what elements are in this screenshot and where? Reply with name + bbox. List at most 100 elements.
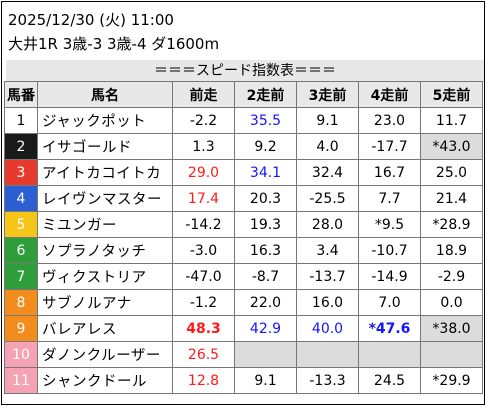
speed-index-cell: 20.3 xyxy=(234,185,297,212)
col-header-5back: 5走前 xyxy=(420,81,483,108)
table-row: 5 ミユンガー -14.2 19.3 28.0 *9.5 *28.9 xyxy=(4,211,483,238)
speed-index-cell: -14.2 xyxy=(172,211,235,238)
col-header-number: 馬番 xyxy=(4,81,38,108)
speed-index-cell: 11.7 xyxy=(420,107,483,134)
speed-index-cell: 7.7 xyxy=(358,185,421,212)
race-datetime: 2025/12/30 (火) 11:00 xyxy=(8,11,174,29)
speed-index-cell: *47.6 xyxy=(358,315,421,342)
speed-index-cell: 7.0 xyxy=(358,289,421,316)
speed-index-cell: 9.1 xyxy=(234,367,297,394)
col-header-2back: 2走前 xyxy=(234,81,297,108)
speed-index-cell: 22.0 xyxy=(234,289,297,316)
speed-index-cell: 48.3 xyxy=(172,315,235,342)
speed-index-cell: *43.0 xyxy=(420,133,483,160)
speed-index-cell: 1.3 xyxy=(172,133,235,160)
table-title: ＝＝＝スピード指数表＝＝＝ xyxy=(6,60,484,82)
race-info: 大井1R 3歳-3 3歳-4 ダ1600m xyxy=(8,35,220,53)
speed-index-cell: 26.5 xyxy=(172,341,235,368)
speed-index-cell: 25.0 xyxy=(420,159,483,186)
speed-index-cell: -3.0 xyxy=(172,237,235,264)
table-row: 3 アイトカコイトカ 29.0 34.1 32.4 16.7 25.0 xyxy=(4,159,483,186)
speed-index-cell: 12.8 xyxy=(172,367,235,394)
horse-name-cell: アイトカコイトカ xyxy=(37,159,173,186)
speed-index-cell: 0.0 xyxy=(420,289,483,316)
speed-index-cell: 18.9 xyxy=(420,237,483,264)
horse-name-cell: ダノンクルーザー xyxy=(37,341,173,368)
horse-number-cell: 7 xyxy=(4,263,38,290)
speed-index-cell: -8.7 xyxy=(234,263,297,290)
col-header-last: 前走 xyxy=(172,81,235,108)
speed-index-cell: 40.0 xyxy=(296,315,359,342)
horse-number-cell: 1 xyxy=(4,107,38,134)
speed-index-cell xyxy=(296,341,359,368)
horse-number-cell: 2 xyxy=(4,133,38,160)
horse-number-cell: 8 xyxy=(4,289,38,316)
speed-index-cell: *9.5 xyxy=(358,211,421,238)
speed-index-cell: *28.9 xyxy=(420,211,483,238)
table-row: 2 イサゴールド 1.3 9.2 4.0 -17.7 *43.0 xyxy=(4,133,483,160)
col-header-3back: 3走前 xyxy=(296,81,359,108)
horse-number-cell: 3 xyxy=(4,159,38,186)
speed-index-cell: 9.2 xyxy=(234,133,297,160)
speed-index-cell: 16.0 xyxy=(296,289,359,316)
horse-name-cell: ジャックポット xyxy=(37,107,173,134)
table-row: 8 サブノルアナ -1.2 22.0 16.0 7.0 0.0 xyxy=(4,289,483,316)
speed-index-cell: -2.9 xyxy=(420,263,483,290)
horse-number-cell: 9 xyxy=(4,315,38,342)
speed-index-cell: 42.9 xyxy=(234,315,297,342)
speed-index-cell: 23.0 xyxy=(358,107,421,134)
horse-name-cell: バレアレス xyxy=(37,315,173,342)
horse-name-cell: ヴィクストリア xyxy=(37,263,173,290)
horse-name-cell: イサゴールド xyxy=(37,133,173,160)
speed-index-cell: 21.4 xyxy=(420,185,483,212)
horse-number-cell: 4 xyxy=(4,185,38,212)
table-row: 6 ソプラノタッチ -3.0 16.3 3.4 -10.7 18.9 xyxy=(4,237,483,264)
col-header-name: 馬名 xyxy=(37,81,173,108)
speed-index-cell: *29.9 xyxy=(420,367,483,394)
table-row: 10 ダノンクルーザー 26.5 xyxy=(4,341,483,368)
horse-name-cell: ソプラノタッチ xyxy=(37,237,173,264)
speed-index-cell: *38.0 xyxy=(420,315,483,342)
speed-index-cell: 29.0 xyxy=(172,159,235,186)
table-header-row: 馬番 馬名 前走 2走前 3走前 4走前 5走前 xyxy=(4,81,483,108)
speed-index-cell: -2.2 xyxy=(172,107,235,134)
horse-name-cell: ミユンガー xyxy=(37,211,173,238)
speed-index-cell: 19.3 xyxy=(234,211,297,238)
speed-index-cell: 17.4 xyxy=(172,185,235,212)
speed-index-cell: -1.2 xyxy=(172,289,235,316)
table-row: 9 バレアレス 48.3 42.9 40.0 *47.6 *38.0 xyxy=(4,315,483,342)
speed-index-table: 馬番 馬名 前走 2走前 3走前 4走前 5走前 1 ジャックポット -2.2 35.… xyxy=(4,81,483,394)
horse-number-cell: 6 xyxy=(4,237,38,264)
horse-name-cell: サブノルアナ xyxy=(37,289,173,316)
horse-number-cell: 11 xyxy=(4,367,38,394)
speed-index-cell xyxy=(234,341,297,368)
table-row: 1 ジャックポット -2.2 35.5 9.1 23.0 11.7 xyxy=(4,107,483,134)
table-row: 11 シャンクドール 12.8 9.1 -13.3 24.5 *29.9 xyxy=(4,367,483,394)
speed-index-cell: 16.7 xyxy=(358,159,421,186)
speed-index-cell: 4.0 xyxy=(296,133,359,160)
table-row: 4 レイヴンマスター 17.4 20.3 -25.5 7.7 21.4 xyxy=(4,185,483,212)
horse-name-cell: レイヴンマスター xyxy=(37,185,173,212)
speed-index-cell: -13.3 xyxy=(296,367,359,394)
col-header-4back: 4走前 xyxy=(358,81,421,108)
speed-index-cell: -13.7 xyxy=(296,263,359,290)
speed-index-cell xyxy=(420,341,483,368)
horse-number-cell: 10 xyxy=(4,341,38,368)
speed-index-cell: 3.4 xyxy=(296,237,359,264)
table-row: 7 ヴィクストリア -47.0 -8.7 -13.7 -14.9 -2.9 xyxy=(4,263,483,290)
speed-index-cell: 16.3 xyxy=(234,237,297,264)
speed-index-cell: 34.1 xyxy=(234,159,297,186)
speed-index-cell: 24.5 xyxy=(358,367,421,394)
speed-index-cell xyxy=(358,341,421,368)
speed-index-cell: 9.1 xyxy=(296,107,359,134)
speed-index-cell: 35.5 xyxy=(234,107,297,134)
speed-index-cell: -25.5 xyxy=(296,185,359,212)
speed-index-cell: -47.0 xyxy=(172,263,235,290)
speed-index-cell: -10.7 xyxy=(358,237,421,264)
speed-index-cell: 28.0 xyxy=(296,211,359,238)
speed-index-cell: 32.4 xyxy=(296,159,359,186)
speed-index-cell: -14.9 xyxy=(358,263,421,290)
horse-name-cell: シャンクドール xyxy=(37,367,173,394)
speed-index-cell: -17.7 xyxy=(358,133,421,160)
